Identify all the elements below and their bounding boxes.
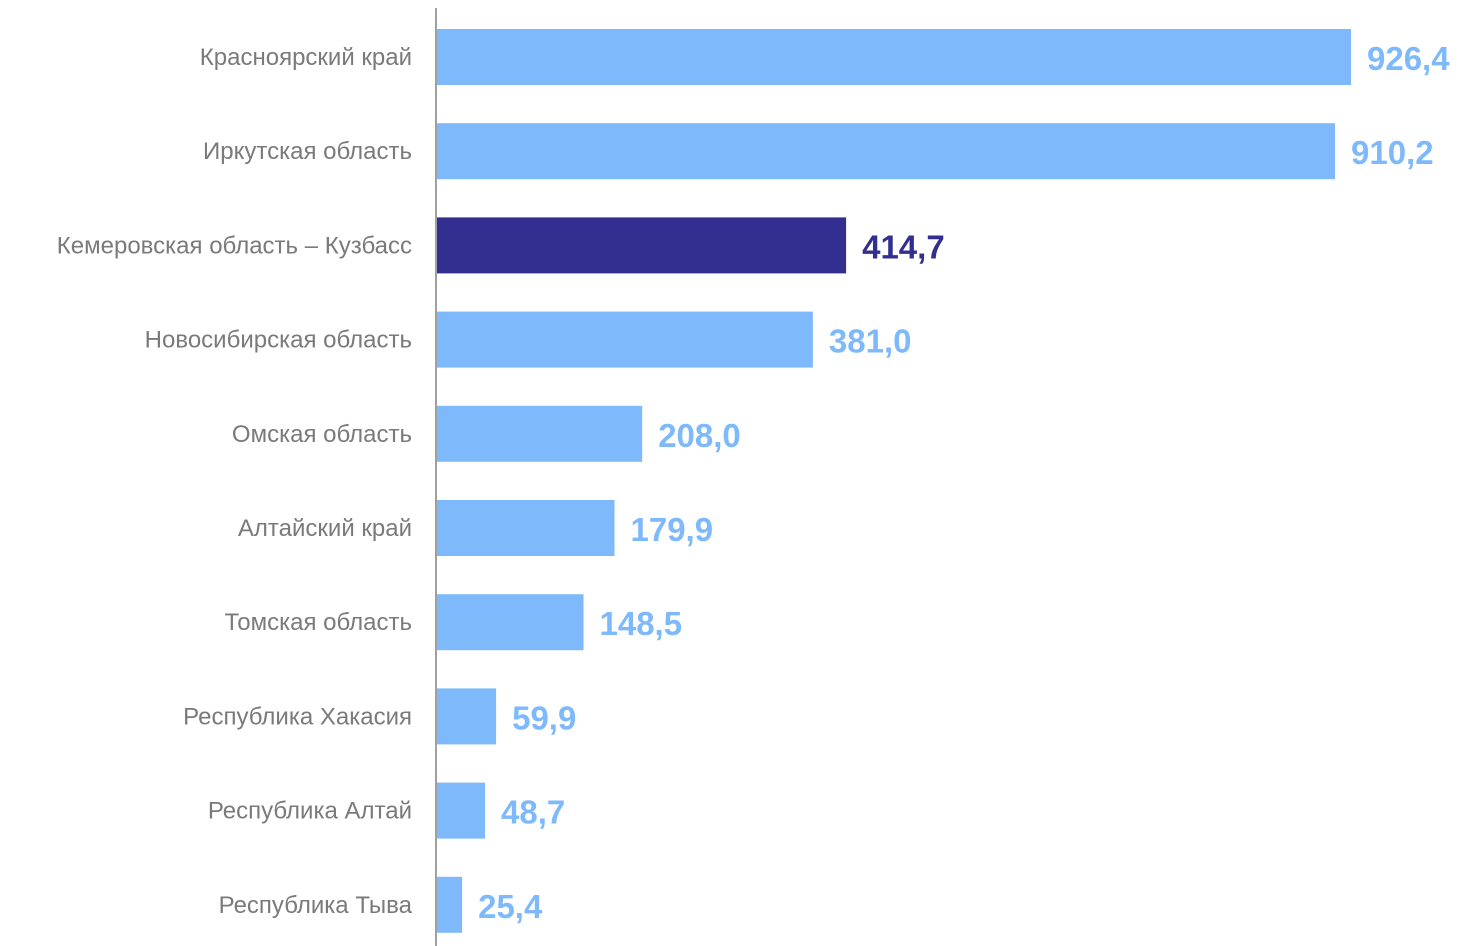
bar-4	[437, 311, 813, 368]
category-label-9: Республика Алтай	[208, 798, 412, 825]
bar-9	[437, 782, 485, 839]
category-label-4: Новосибирская область	[145, 327, 412, 354]
bar-10	[437, 876, 463, 933]
value-label-8: 59,9	[512, 699, 576, 736]
category-label-3: Кемеровская область – Кузбасс	[57, 232, 412, 259]
value-label-7: 148,5	[600, 605, 683, 642]
value-label-10: 25,4	[478, 888, 543, 925]
bar-3	[437, 217, 847, 274]
bar-2	[437, 123, 1335, 180]
category-label-2: Иркутская область	[203, 138, 412, 165]
category-labels: Красноярский край Иркутская область Кемеро…	[57, 44, 413, 919]
category-label-5: Омская область	[232, 421, 412, 448]
bar-8	[437, 688, 497, 745]
bar-6	[437, 500, 615, 556]
bar-1	[437, 29, 1351, 85]
value-label-1: 926,4	[1367, 40, 1450, 77]
value-label-3: 414,7	[862, 228, 945, 265]
value-label-6: 179,9	[631, 511, 714, 548]
bar-5	[437, 405, 643, 462]
value-label-2: 910,2	[1351, 134, 1434, 171]
value-label-5: 208,0	[658, 417, 741, 454]
value-label-9: 48,7	[501, 794, 565, 831]
category-label-10: Республика Тыва	[219, 892, 413, 919]
value-label-4: 381,0	[829, 323, 912, 360]
category-label-8: Республика Хакасия	[183, 703, 412, 730]
category-label-1: Красноярский край	[200, 44, 412, 71]
category-label-7: Томская область	[224, 609, 412, 636]
bars-layer	[437, 29, 1351, 933]
bar-7	[437, 594, 584, 651]
category-label-6: Алтайский край	[238, 515, 412, 542]
value-labels: 926,4 910,2 414,7 381,0 208,0 179,9 148,5 59,9 4…	[478, 40, 1450, 925]
